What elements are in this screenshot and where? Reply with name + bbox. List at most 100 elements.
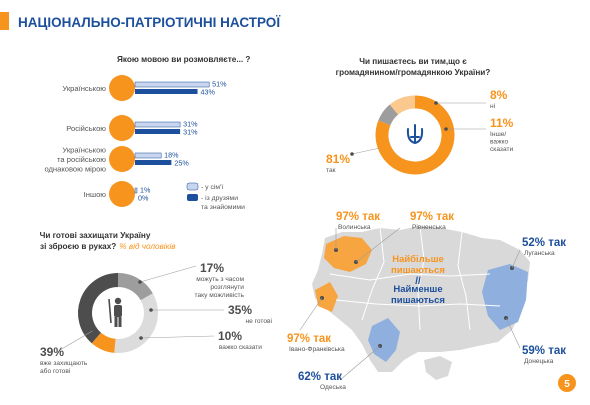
map-leader-line — [355, 227, 401, 263]
map-region-value: 97% так — [336, 211, 380, 223]
defend-category-label: можуть з часом розглянути таку можливість — [195, 276, 245, 299]
pride-leader-dot — [434, 101, 438, 105]
map-leader-line — [511, 249, 521, 269]
bar-in-family — [134, 81, 210, 88]
map-region-value: 97% так — [410, 211, 454, 223]
language-category-label-line: та російською — [57, 155, 106, 164]
pride-category-label-line: ні — [490, 102, 496, 110]
defend-leader-line — [139, 265, 197, 283]
bar-label-in-family: 51% — [212, 80, 227, 89]
soldier-leg-icon — [114, 317, 118, 327]
language-chart-title: Якою мовою ви розмовляєте... ? — [117, 55, 250, 64]
defend-category-label-line: вже захищають — [40, 360, 88, 367]
map-region-name: Луганська — [524, 250, 555, 257]
map-border-line — [361, 227, 385, 321]
defend-chart-title-line2: зі зброєю в руках?% від чоловіків — [40, 241, 176, 251]
pride-category-label: Інше/важко сказати — [490, 131, 513, 153]
defend-category-label: не готові — [245, 317, 272, 325]
defend-category-label-line: важко сказати — [219, 344, 262, 351]
map-border-line — [457, 231, 471, 331]
bar-label-with-friends: 25% — [174, 159, 189, 168]
map-marker — [510, 266, 514, 270]
map-region-value: 97% так — [287, 333, 331, 345]
pride-leader-dot — [350, 152, 354, 156]
defend-slice — [91, 332, 116, 353]
bar-label-in-family: 1% — [140, 186, 151, 195]
map-border-line — [417, 225, 425, 331]
pride-slice — [375, 95, 455, 175]
ukraine-map: Найбільше пишаються // Найменше пишаютьс… — [287, 211, 566, 391]
bar-label-in-family: 18% — [164, 151, 179, 160]
legend-label-with-friends-line1: - із друзями — [201, 194, 238, 202]
defend-category-label: вже захищають або готові — [40, 360, 88, 375]
defend-leader-dot — [92, 328, 96, 332]
rifle-icon — [108, 298, 112, 324]
defend-category-label-line: розглянути — [210, 284, 244, 291]
map-region-borders — [329, 225, 501, 331]
pride-category-label: ні — [490, 102, 496, 110]
region-luhansk-donetsk-shape — [482, 264, 528, 330]
map-region-name: Одеська — [320, 384, 346, 391]
language-row-bullet — [109, 146, 135, 172]
pride-category-label-line: Інше/ — [490, 131, 506, 138]
legend-label-in-family: - у сім'ї — [201, 183, 223, 191]
map-region-name: Волинська — [338, 224, 371, 231]
pride-value-label: 81% — [326, 152, 350, 166]
defend-chart-subtitle: % від чоловіків — [119, 242, 176, 251]
region-odesa-shape — [368, 318, 400, 362]
language-category-label: Українською та російською однаковою мірою — [44, 146, 106, 174]
legend-label-with-friends-line2: та знайомими — [201, 203, 245, 211]
pride-category-label-line: сказати — [490, 146, 513, 153]
language-category-label: Російською — [66, 124, 106, 133]
pride-leader-dot — [444, 127, 448, 131]
legend-swatch-in-family — [186, 182, 199, 191]
bar-in-family — [134, 152, 162, 159]
language-category-label-line: Українською — [62, 146, 106, 155]
defend-chart-title-line1: Чи готові захищати Україну — [40, 231, 151, 240]
pride-value-label: 11% — [490, 116, 514, 130]
defend-category-label-line: можуть з часом — [196, 276, 244, 283]
defend-value-label: 17% — [200, 261, 224, 275]
trident-icon — [406, 124, 424, 145]
defend-category-label-line: не готові — [245, 317, 272, 325]
pride-donut-chart: 81%так 8%ні 11%Інше/важко сказати — [326, 88, 514, 175]
crimea-shape — [424, 356, 452, 380]
map-region-value: 62% так — [298, 371, 342, 383]
defend-slice — [114, 293, 158, 353]
defend-value-label: 39% — [40, 345, 64, 359]
bar-label-in-family: 31% — [183, 120, 198, 129]
pride-chart-title-line2: громадянином/громадянкою України? — [336, 68, 491, 77]
map-title-most-line1: Найбільше — [392, 254, 444, 265]
page-number: 5 — [564, 379, 570, 390]
defend-category-label-line: або готові — [40, 367, 71, 375]
pride-leader-line — [351, 147, 381, 155]
defend-leader-dot — [149, 308, 153, 312]
defend-value-label: 10% — [218, 329, 242, 343]
defend-title-part2: зі зброєю в руках? — [40, 241, 116, 251]
soldier-icon — [108, 297, 122, 327]
defend-slice — [117, 273, 153, 301]
defend-category-label: важко сказати — [219, 344, 262, 351]
map-region-name: Рівненська — [412, 223, 446, 231]
defend-leader-line — [140, 335, 215, 339]
language-bar-chart: Українською 51%43% Російською 31%31% Українс… — [44, 75, 245, 211]
language-row-bullet — [109, 115, 135, 141]
pride-chart-title-line1: Чи пишаєтесь ви тим,що є — [359, 57, 467, 66]
map-border-line — [329, 273, 491, 281]
map-title-most-line2: пишаються — [391, 265, 445, 276]
soldier-head-icon — [114, 297, 122, 305]
pride-category-label-line: важко — [490, 139, 508, 146]
map-leader-line — [339, 345, 381, 381]
language-category-label-line: однаковою мірою — [44, 165, 106, 174]
pride-category-label: так — [326, 167, 336, 174]
map-region-value: 59% так — [522, 345, 566, 357]
defend-slice — [78, 273, 119, 344]
bar-label-with-friends: 31% — [183, 128, 198, 137]
map-title-least-line1: Найменше — [393, 284, 442, 295]
language-category-label-line: Російською — [66, 124, 106, 133]
map-region-name: Івано-Франківська — [289, 345, 345, 353]
region-ivano-frankivsk-shape — [315, 282, 338, 312]
language-category-label: Українською — [62, 84, 106, 93]
page-number-badge — [558, 374, 576, 392]
language-category-label-line: Іншою — [84, 190, 107, 199]
